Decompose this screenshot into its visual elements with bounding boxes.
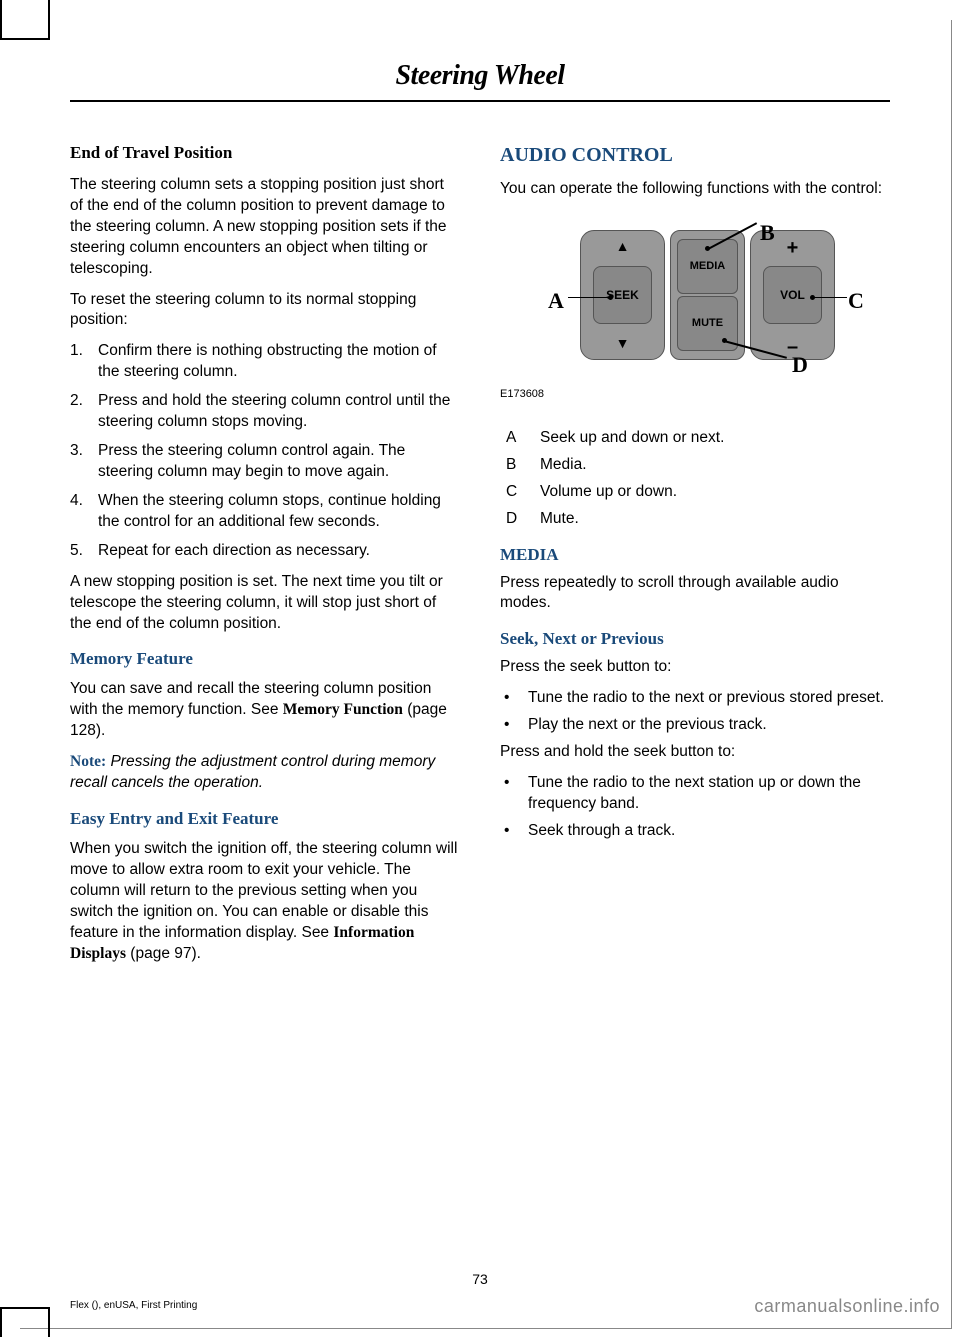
footer-left: Flex (), enUSA, First Printing	[70, 1300, 197, 1311]
binding-tab-bottom	[0, 1307, 50, 1337]
leader-line	[812, 297, 847, 299]
volume-rocker: + VOL –	[750, 230, 835, 360]
page-number: 73	[0, 1271, 960, 1287]
leader-line	[568, 297, 610, 299]
callout-c: C	[848, 286, 864, 316]
leader-dot	[608, 295, 613, 300]
audio-control-diagram: ▲ SEEK ▼ MEDIA MUTE + VOL – A B C D	[500, 210, 890, 410]
seek-button: SEEK	[593, 266, 652, 324]
leader-dot	[722, 338, 727, 343]
callout-b: B	[760, 218, 775, 248]
leader-dot	[705, 246, 710, 251]
watermark: carmanualsonline.info	[754, 1296, 940, 1317]
leader-dot	[810, 295, 815, 300]
diagram-code: E173608	[500, 387, 544, 402]
down-arrow-icon: ▼	[616, 334, 630, 353]
up-arrow-icon: ▲	[616, 237, 630, 256]
callout-d: D	[792, 350, 808, 380]
seek-rocker: ▲ SEEK ▼	[580, 230, 665, 360]
callout-a: A	[548, 286, 564, 316]
plus-icon: +	[787, 235, 799, 262]
